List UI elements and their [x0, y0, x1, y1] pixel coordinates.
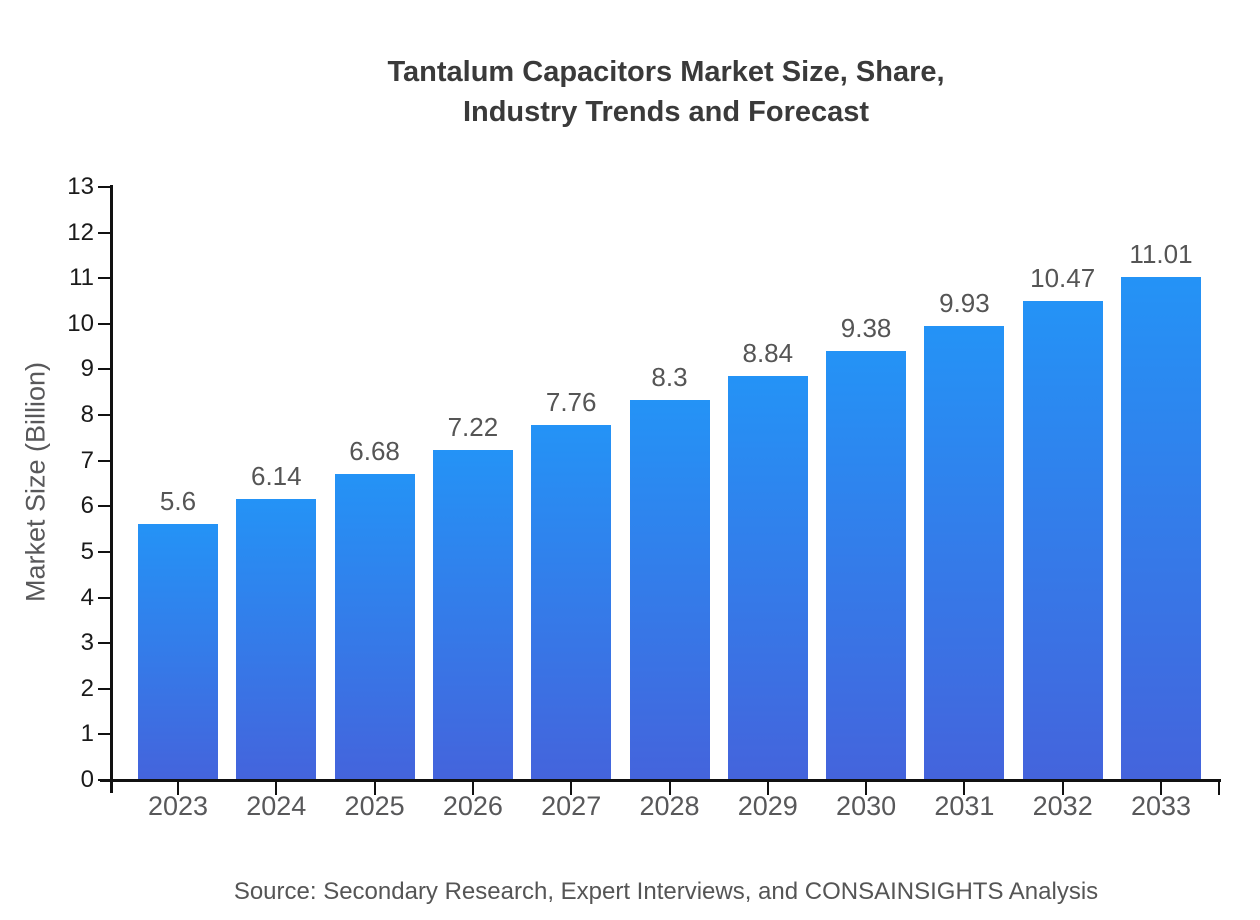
y-tick [98, 231, 110, 234]
y-tick-label: 11 [69, 264, 94, 292]
bar [432, 449, 513, 779]
bar [924, 326, 1005, 779]
y-tick [98, 459, 110, 462]
x-tick [177, 782, 179, 795]
bar-value-label: 7.76 [545, 387, 597, 418]
y-tick-label: 5 [80, 537, 94, 565]
y-tick [98, 596, 110, 599]
plot-area: 5.6 6.14 6.68 7.22 7.76 8.3 8.84 9.38 9.93 10.47 1… [113, 187, 1220, 779]
bar-value-label: 11.01 [1129, 238, 1193, 269]
bar-value-label: 7.22 [447, 411, 499, 442]
x-tick [865, 782, 868, 795]
x-tick-label: 2023 [147, 791, 209, 821]
x-tick-label: 2030 [836, 791, 897, 821]
bar [236, 498, 317, 779]
x-tick-label: 2033 [1130, 791, 1192, 821]
y-tick [98, 550, 110, 553]
source-note: Source: Secondary Research, Expert Inter… [233, 878, 1099, 905]
bar [138, 523, 218, 779]
y-tick-label: 12 [67, 218, 94, 246]
bar [334, 474, 415, 779]
y-tick [98, 414, 110, 417]
x-tick [275, 782, 278, 795]
y-axis-line [110, 185, 113, 793]
bar-value-label: 5.6 [159, 485, 197, 516]
y-tick-label: 8 [80, 401, 94, 429]
bar [727, 375, 808, 779]
x-tick-label: 2025 [344, 791, 405, 821]
y-tick [98, 277, 110, 280]
y-tick-label: 0 [80, 766, 94, 793]
y-axis-title-text: Market Size (Billion) [20, 361, 51, 603]
y-tick [98, 368, 110, 371]
x-tick-label: 2028 [639, 791, 700, 821]
x-tick-label: 2024 [246, 791, 307, 821]
bar-value-label: 6.68 [349, 436, 400, 467]
bar-value-label: 9.93 [939, 288, 990, 319]
bar [629, 400, 710, 779]
x-tick [570, 782, 573, 795]
bar-value-label: 8.3 [651, 362, 688, 393]
y-tick [98, 779, 110, 781]
bar [1121, 276, 1201, 779]
y-tick-label: 13 [67, 173, 94, 200]
x-tick [471, 782, 474, 795]
y-tick-label: 3 [80, 629, 94, 657]
y-tick [98, 642, 110, 645]
x-tick-label: 2027 [541, 791, 602, 821]
y-tick [98, 322, 110, 325]
bar-value-label: 6.14 [250, 460, 302, 491]
x-tick-label: 2032 [1032, 791, 1093, 821]
y-tick [98, 186, 110, 188]
bar-value-label: 9.38 [840, 313, 892, 344]
x-tick [1061, 782, 1064, 795]
bar-value-label: 10.47 [1030, 263, 1096, 294]
bar-value-label: 8.84 [742, 337, 794, 368]
y-tick-label: 7 [80, 446, 94, 474]
x-tick [373, 782, 376, 795]
y-tick-label: 2 [80, 674, 94, 702]
y-tick-label: 6 [80, 492, 94, 520]
y-tick [98, 733, 110, 736]
chart-title: Tantalum Capacitors Market Size, Share, … [387, 56, 945, 128]
bar [1022, 301, 1103, 779]
y-tick-label: 4 [80, 583, 94, 611]
x-tick-label: 2031 [934, 791, 995, 821]
x-tick-label: 2026 [442, 791, 503, 821]
bar [531, 425, 612, 779]
y-tick [98, 505, 110, 508]
x-tick-label: 2029 [737, 791, 798, 821]
y-tick-label: 10 [67, 309, 94, 337]
x-tick [766, 782, 769, 795]
y-tick [98, 687, 110, 690]
x-axis-line [100, 779, 1221, 782]
y-tick-label: 1 [80, 720, 94, 748]
x-tick [963, 782, 966, 795]
x-tick [668, 782, 671, 795]
bar [826, 351, 907, 779]
x-axis-end-tick [1218, 782, 1220, 795]
x-tick [1160, 782, 1162, 795]
y-tick-label: 9 [80, 355, 94, 383]
